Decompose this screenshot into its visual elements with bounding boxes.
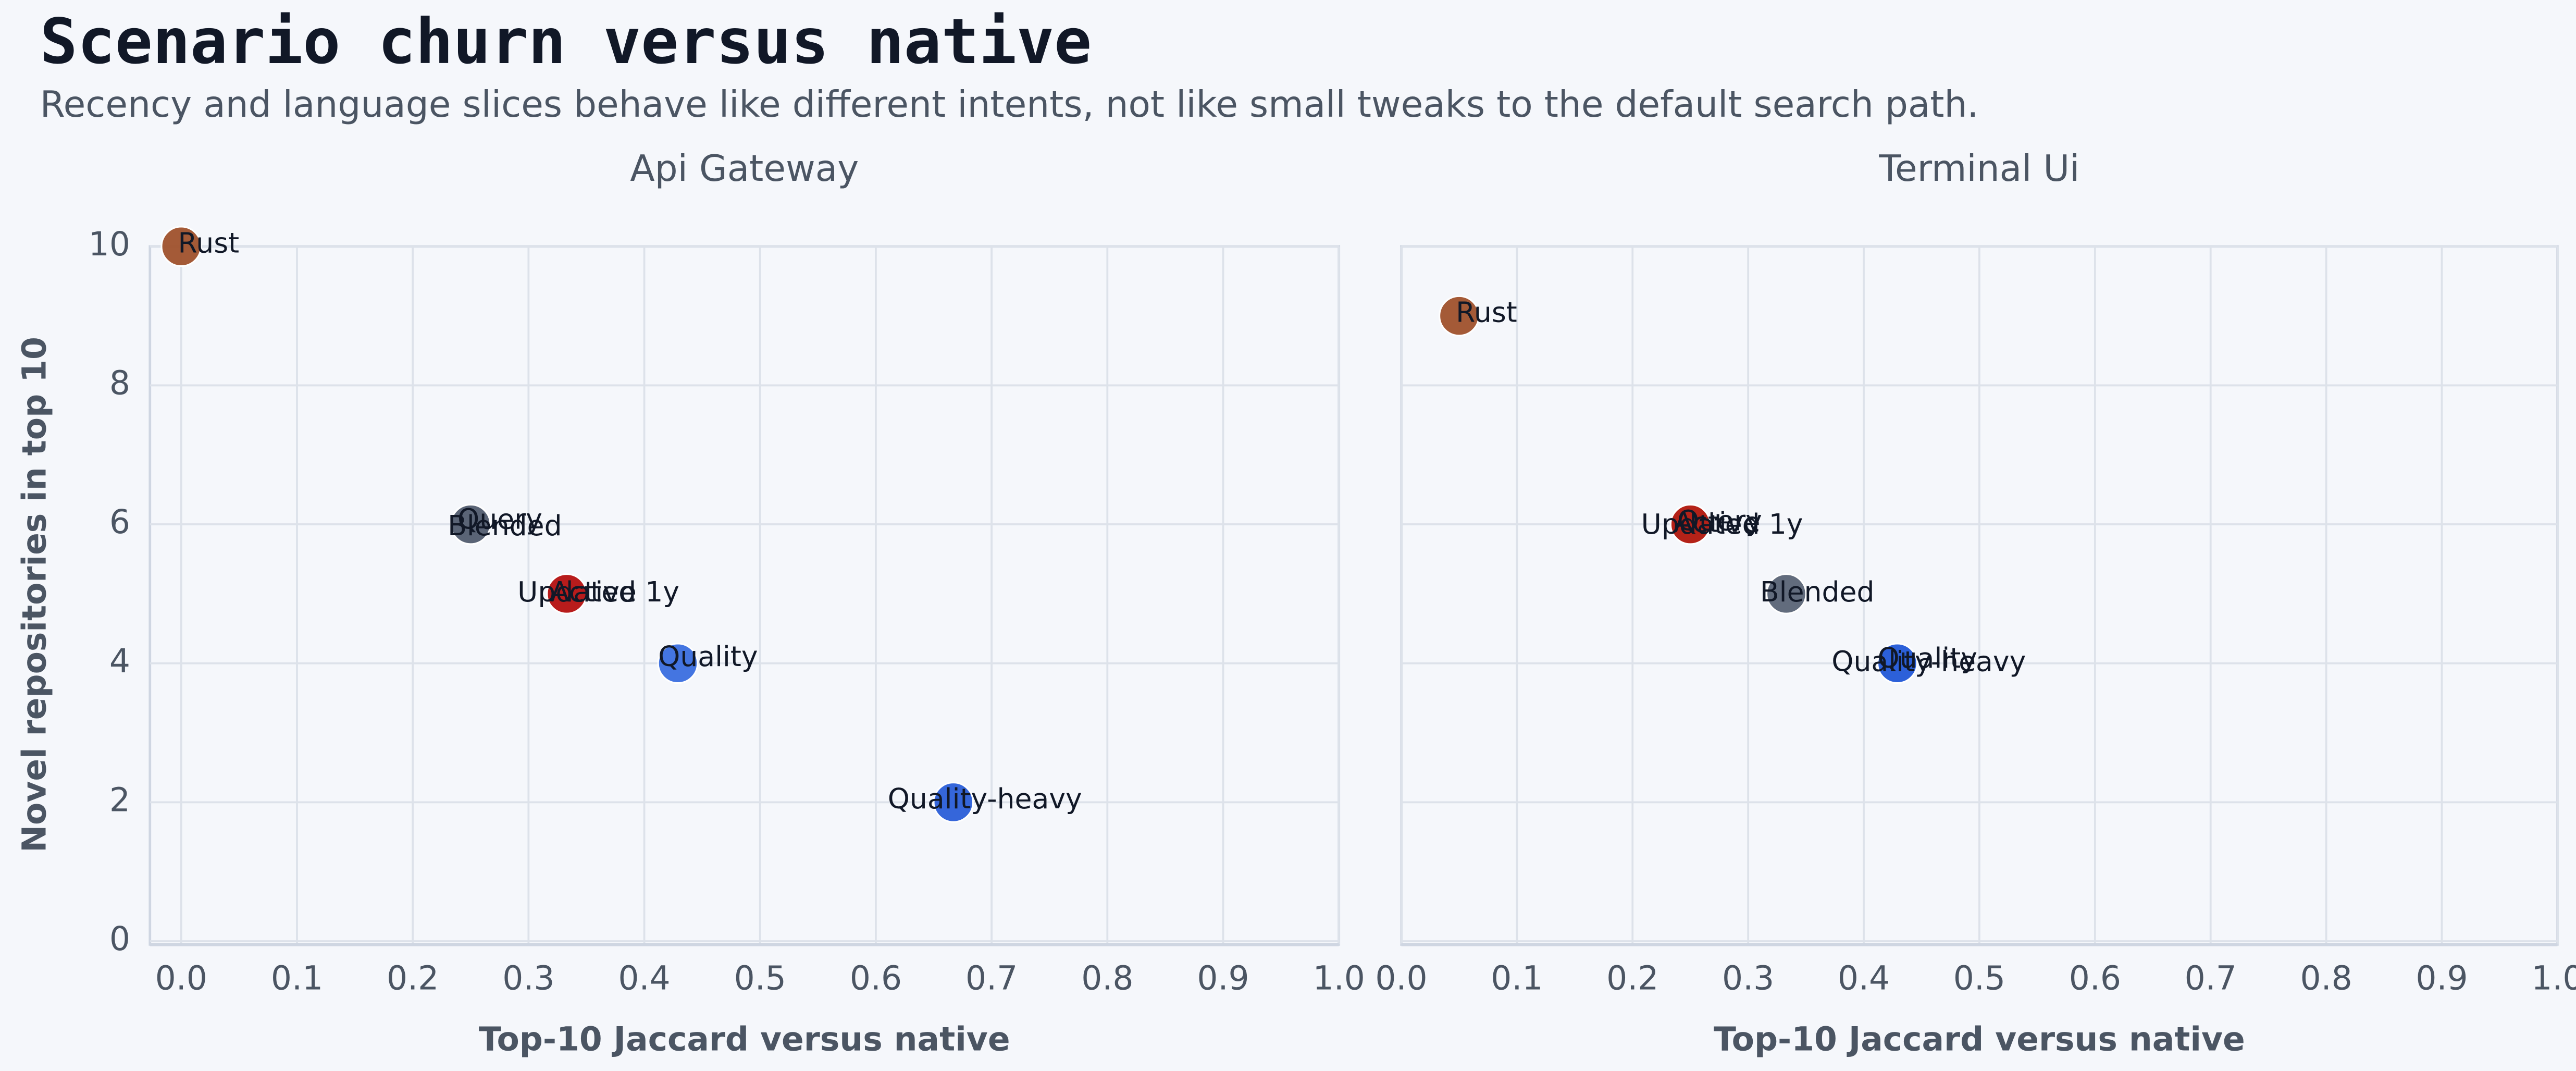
point-label: Rust [1456,296,1517,329]
x-tick-label: 0.6 [2069,959,2121,998]
point-label: Quality-heavy [888,782,1082,815]
point [1765,573,1807,614]
y-tick-label: 2 [109,780,130,819]
point [1876,643,1918,684]
point-label: Active [550,575,637,608]
x-tick-label: 1.0 [1313,959,1365,998]
x-tick-label: 0.4 [1838,959,1890,998]
x-tick-label: 0.7 [2185,959,2237,998]
point [933,781,974,823]
y-tick-label: 4 [109,642,130,680]
x-tick-label: 0.0 [1375,959,1427,998]
point [546,573,588,614]
point-label: Updated 1y [1641,508,1803,540]
x-axis-label: Top-10 Jaccard versus native [1714,1019,2245,1058]
point-label: Query [457,502,542,535]
point-label: Active [1674,506,1761,539]
point-label: Quality-heavy [1831,645,2026,678]
page-title: Scenario churn versus native [40,6,1092,78]
x-tick-label: 0.2 [1606,959,1658,998]
point-label: Quality [1878,642,1977,674]
x-tick-label: 0.7 [965,959,1018,998]
y-axis-label: Novel repositories in top 10 [15,337,53,853]
x-tick-label: 0.5 [734,959,786,998]
point-label: Rust [178,226,239,259]
point [160,226,202,267]
point-label: Updated 1y [517,575,679,608]
y-tick-label: 0 [109,919,130,958]
x-tick-label: 0.6 [850,959,902,998]
x-tick-label: 0.9 [1197,959,1249,998]
x-tick-label: 0.3 [1722,959,1774,998]
point [657,643,699,684]
point [1439,295,1480,337]
point [1669,503,1711,545]
panel-title: Terminal Ui [1878,148,2079,190]
x-axis-label: Top-10 Jaccard versus native [479,1019,1010,1058]
x-tick-label: 0.0 [155,959,207,998]
point [450,503,491,545]
point-label: Blended [1760,575,1875,608]
page-subtitle: Recency and language slices behave like … [40,84,1979,126]
x-tick-label: 1.0 [2531,959,2576,998]
point-label: Query [1677,504,1762,537]
x-tick-label: 0.8 [2300,959,2352,998]
y-tick-label: 10 [89,225,130,263]
panel-title: Api Gateway [630,148,859,190]
x-tick-label: 0.8 [1081,959,1133,998]
x-tick-label: 0.4 [618,959,670,998]
x-tick-label: 0.2 [387,959,439,998]
y-tick-label: 6 [109,502,130,541]
point-label: Quality [658,640,758,673]
x-tick-label: 0.1 [271,959,323,998]
x-tick-label: 0.3 [502,959,554,998]
x-tick-label: 0.1 [1491,959,1543,998]
point-label: Blended [448,509,562,542]
x-tick-label: 0.9 [2416,959,2468,998]
x-tick-label: 0.5 [1953,959,2005,998]
y-tick-label: 8 [109,364,130,402]
